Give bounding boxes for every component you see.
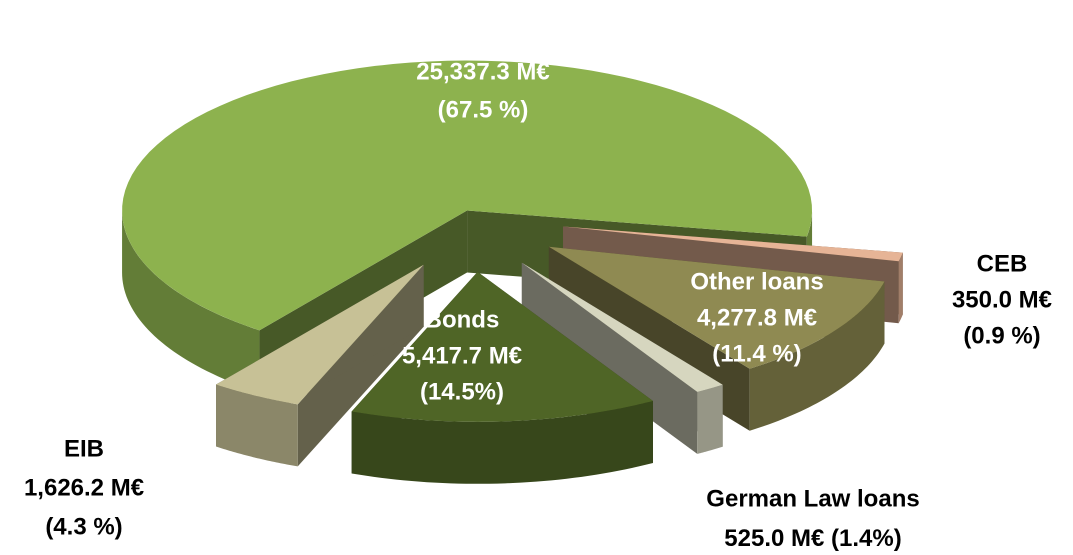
slice-value: 525.0 M€ [724,525,824,552]
slice-label: German Law loans [706,485,919,512]
slice-wall [697,384,723,454]
slice-wall [898,252,903,324]
slice-wall [749,281,885,431]
slice-percent: (67.5 %) [438,96,529,123]
slice-wall [122,210,260,393]
slice-label: State Funds [414,20,551,47]
slice-value-label: 525.0 M€ (1.4%) [724,525,901,552]
slice [216,264,424,467]
slice-top [563,226,903,262]
slice-label: CEB [977,250,1028,277]
slice [351,271,653,484]
slice-wall [216,384,298,467]
slice-percent: (4.3 %) [45,513,122,540]
slice-side [521,262,698,454]
slice-top [216,264,424,405]
slice-top [351,271,653,422]
slice-percent: (1.4%) [831,525,902,552]
slice-label: Other loans [690,268,823,295]
slice-label: EIB [64,435,104,462]
slice-value: 25,337.3 M€ [416,58,549,85]
slice-percent: (14.5%) [420,378,504,405]
slice-value: 5,417.7 M€ [402,342,522,369]
slice-top [521,262,723,392]
slice-value: 1,626.2 M€ [24,474,144,501]
slice-label: Bonds [425,306,500,333]
slice-top [548,246,885,369]
slice-wall [351,400,653,484]
slice-top [122,60,813,331]
slice-value: 4,277.8 M€ [697,304,817,331]
slice-percent: (11.4 %) [712,340,801,367]
slice-percent: (0.9 %) [963,322,1040,349]
slice-value: 350.0 M€ [952,286,1052,313]
slice [521,262,723,454]
